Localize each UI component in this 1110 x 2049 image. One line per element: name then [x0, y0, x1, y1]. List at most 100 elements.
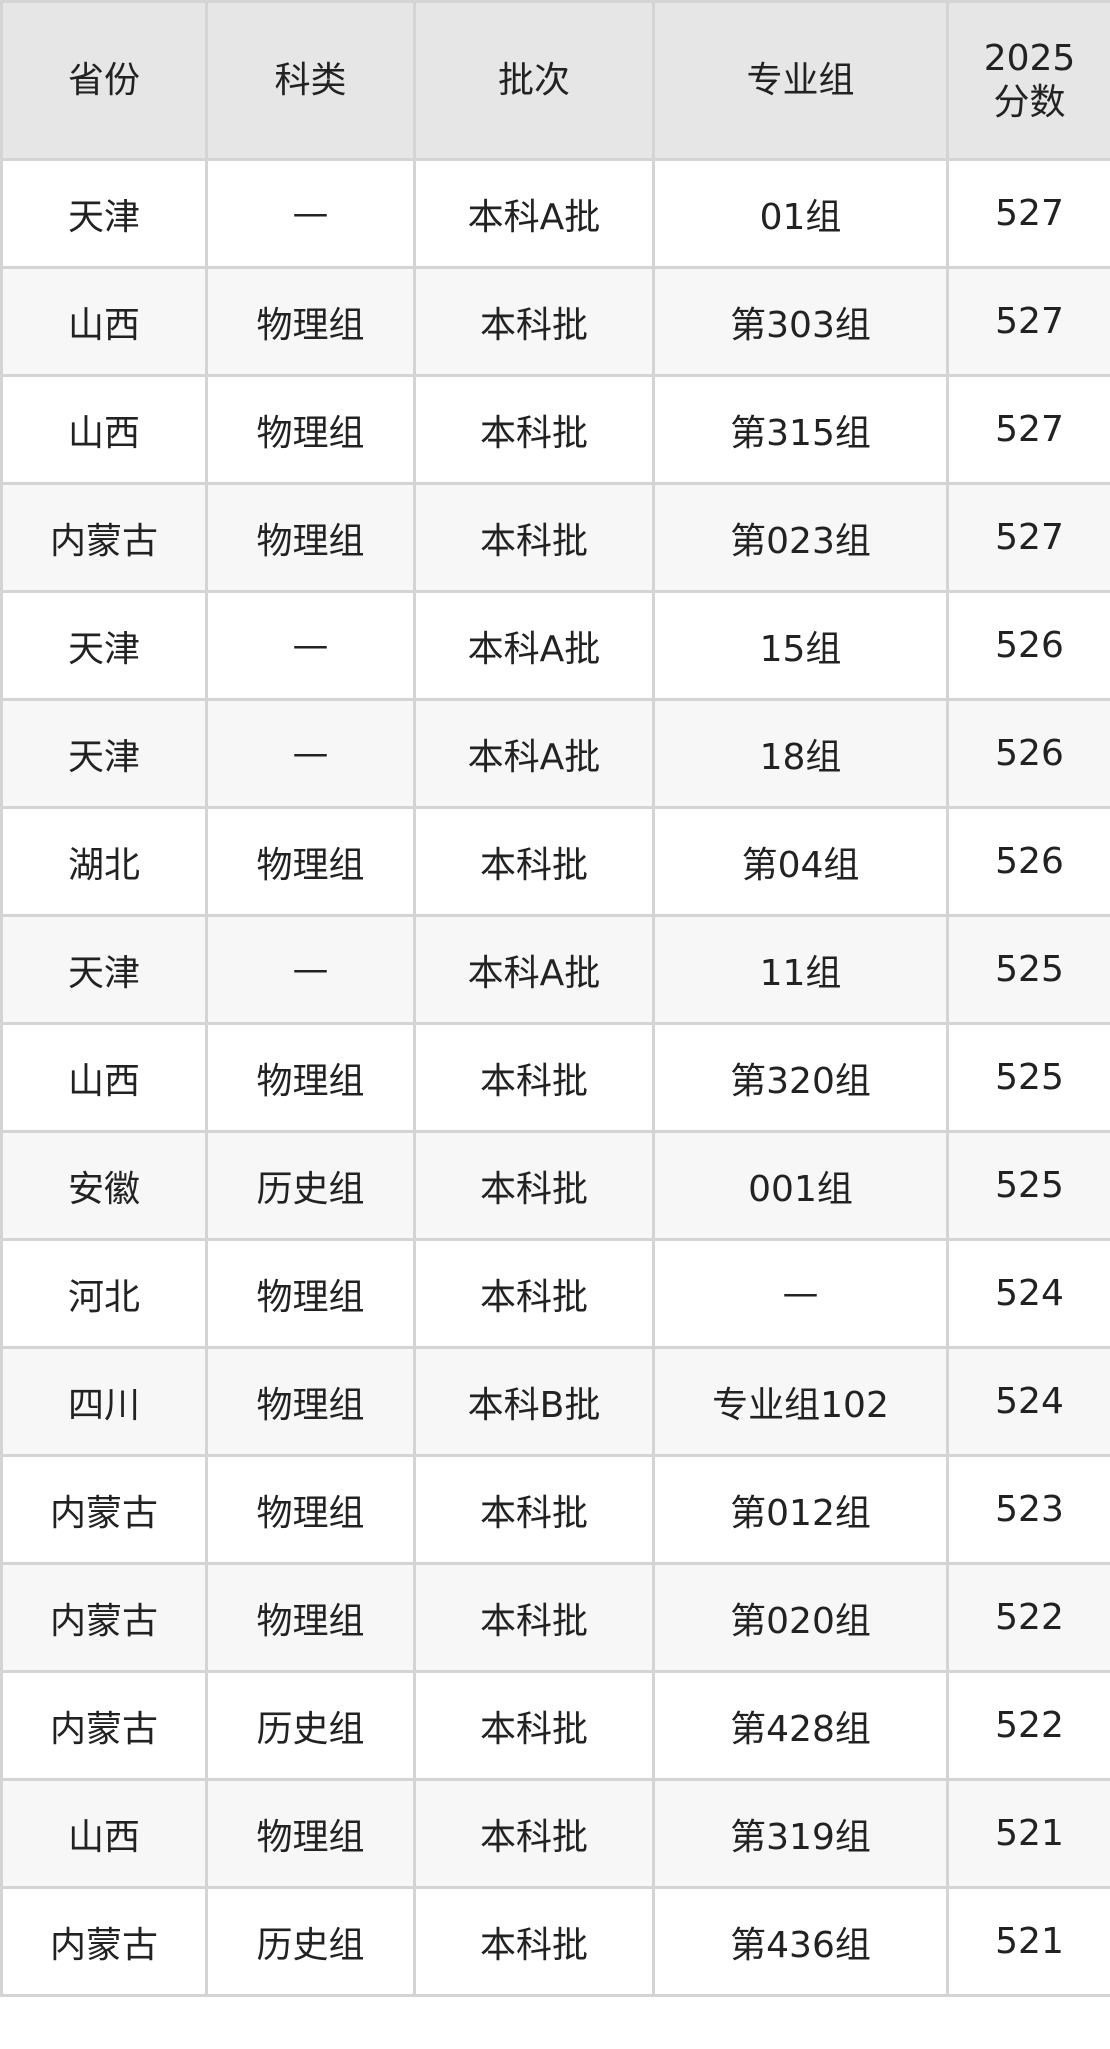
- cell-major-group: 18组: [652, 698, 949, 809]
- cell-batch: 本科A批: [413, 698, 655, 809]
- table-row: 山西 物理组 本科批 第320组 525: [0, 1022, 1110, 1133]
- header-subject: 科类: [205, 0, 416, 161]
- cell-score: 521: [946, 1778, 1110, 1889]
- cell-subject: 物理组: [205, 482, 416, 593]
- cell-score: 526: [946, 698, 1110, 809]
- table-row: 天津 — 本科A批 11组 525: [0, 914, 1110, 1025]
- score-table: 省份 科类 批次 专业组 2025 分数 天津 — 本科A批 01组 527 山西 物理组 本科…: [0, 0, 1110, 1997]
- table-row: 四川 物理组 本科B批 专业组102 524: [0, 1346, 1110, 1457]
- cell-major-group: 11组: [652, 914, 949, 1025]
- header-batch: 批次: [413, 0, 655, 161]
- cell-batch: 本科批: [413, 1562, 655, 1673]
- cell-province: 内蒙古: [0, 1454, 208, 1565]
- cell-subject: 物理组: [205, 1454, 416, 1565]
- cell-subject: 物理组: [205, 1238, 416, 1349]
- header-score-year: 2025: [983, 37, 1076, 79]
- cell-subject: 物理组: [205, 1778, 416, 1889]
- cell-score: 526: [946, 806, 1110, 917]
- cell-major-group: 01组: [652, 158, 949, 269]
- cell-province: 内蒙古: [0, 1886, 208, 1997]
- cell-subject: 历史组: [205, 1130, 416, 1241]
- cell-subject: —: [205, 698, 416, 809]
- cell-batch: 本科A批: [413, 590, 655, 701]
- cell-major-group: 001组: [652, 1130, 949, 1241]
- cell-score: 525: [946, 914, 1110, 1025]
- table-row: 山西 物理组 本科批 第319组 521: [0, 1778, 1110, 1889]
- header-score: 2025 分数: [946, 0, 1110, 161]
- cell-major-group: 第436组: [652, 1886, 949, 1997]
- cell-subject: —: [205, 914, 416, 1025]
- cell-major-group: 15组: [652, 590, 949, 701]
- cell-score: 522: [946, 1562, 1110, 1673]
- cell-major-group: 第303组: [652, 266, 949, 377]
- table-row: 天津 — 本科A批 18组 526: [0, 698, 1110, 809]
- cell-province: 天津: [0, 914, 208, 1025]
- cell-score: 523: [946, 1454, 1110, 1565]
- cell-batch: 本科批: [413, 1886, 655, 1997]
- cell-score: 527: [946, 482, 1110, 593]
- header-major-group: 专业组: [652, 0, 949, 161]
- table-row: 湖北 物理组 本科批 第04组 526: [0, 806, 1110, 917]
- cell-province: 内蒙古: [0, 482, 208, 593]
- table-row: 天津 — 本科A批 15组 526: [0, 590, 1110, 701]
- cell-subject: 物理组: [205, 266, 416, 377]
- header-row: 省份 科类 批次 专业组 2025 分数: [0, 0, 1110, 161]
- cell-score: 527: [946, 158, 1110, 269]
- cell-subject: 物理组: [205, 1346, 416, 1457]
- cell-batch: 本科批: [413, 1454, 655, 1565]
- cell-major-group: 第020组: [652, 1562, 949, 1673]
- cell-major-group: 第315组: [652, 374, 949, 485]
- cell-batch: 本科批: [413, 1130, 655, 1241]
- cell-major-group: —: [652, 1238, 949, 1349]
- cell-score: 527: [946, 266, 1110, 377]
- cell-batch: 本科批: [413, 806, 655, 917]
- cell-major-group: 第320组: [652, 1022, 949, 1133]
- cell-province: 天津: [0, 158, 208, 269]
- cell-province: 天津: [0, 590, 208, 701]
- cell-province: 安徽: [0, 1130, 208, 1241]
- cell-score: 521: [946, 1886, 1110, 1997]
- cell-batch: 本科A批: [413, 158, 655, 269]
- cell-subject: 历史组: [205, 1886, 416, 1997]
- cell-province: 湖北: [0, 806, 208, 917]
- cell-major-group: 专业组102: [652, 1346, 949, 1457]
- cell-batch: 本科批: [413, 1022, 655, 1133]
- table-row: 山西 物理组 本科批 第303组 527: [0, 266, 1110, 377]
- cell-batch: 本科批: [413, 482, 655, 593]
- cell-batch: 本科A批: [413, 914, 655, 1025]
- cell-score: 524: [946, 1346, 1110, 1457]
- cell-province: 四川: [0, 1346, 208, 1457]
- table-row: 内蒙古 物理组 本科批 第023组 527: [0, 482, 1110, 593]
- cell-subject: —: [205, 158, 416, 269]
- cell-subject: 物理组: [205, 1022, 416, 1133]
- cell-score: 527: [946, 374, 1110, 485]
- cell-subject: 物理组: [205, 1562, 416, 1673]
- cell-province: 天津: [0, 698, 208, 809]
- cell-major-group: 第012组: [652, 1454, 949, 1565]
- header-score-label: 分数: [993, 81, 1066, 123]
- table-row: 山西 物理组 本科批 第315组 527: [0, 374, 1110, 485]
- cell-score: 525: [946, 1130, 1110, 1241]
- cell-province: 内蒙古: [0, 1670, 208, 1781]
- cell-province: 山西: [0, 374, 208, 485]
- table-row: 天津 — 本科A批 01组 527: [0, 158, 1110, 269]
- cell-subject: —: [205, 590, 416, 701]
- cell-province: 内蒙古: [0, 1562, 208, 1673]
- cell-major-group: 第428组: [652, 1670, 949, 1781]
- cell-score: 524: [946, 1238, 1110, 1349]
- cell-score: 522: [946, 1670, 1110, 1781]
- cell-province: 山西: [0, 1778, 208, 1889]
- table-row: 内蒙古 物理组 本科批 第012组 523: [0, 1454, 1110, 1565]
- cell-major-group: 第319组: [652, 1778, 949, 1889]
- cell-batch: 本科批: [413, 1778, 655, 1889]
- cell-subject: 物理组: [205, 374, 416, 485]
- cell-province: 山西: [0, 266, 208, 377]
- cell-batch: 本科批: [413, 374, 655, 485]
- cell-batch: 本科批: [413, 1670, 655, 1781]
- cell-batch: 本科B批: [413, 1346, 655, 1457]
- cell-batch: 本科批: [413, 1238, 655, 1349]
- table-row: 内蒙古 历史组 本科批 第436组 521: [0, 1886, 1110, 1997]
- cell-major-group: 第023组: [652, 482, 949, 593]
- cell-province: 山西: [0, 1022, 208, 1133]
- cell-batch: 本科批: [413, 266, 655, 377]
